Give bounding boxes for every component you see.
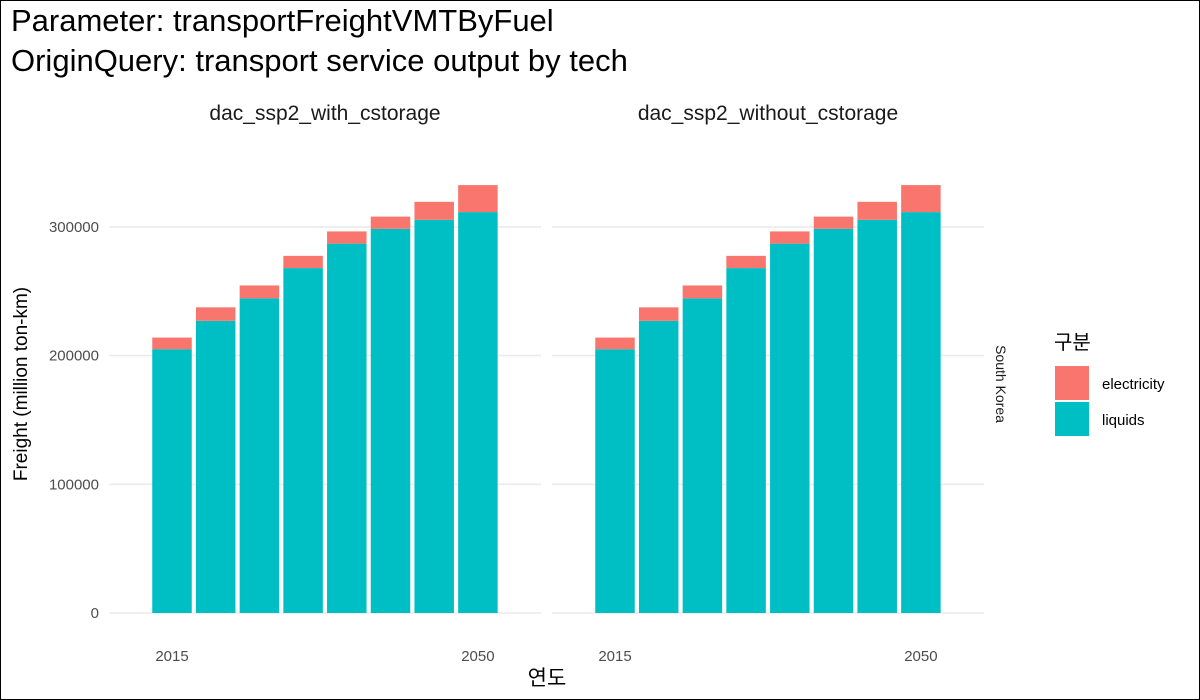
bar-segment-liquids: [152, 349, 192, 613]
chart-title: Parameter: transportFreightVMTByFuel: [11, 3, 554, 38]
bar-segment-liquids: [726, 268, 766, 613]
y-tick-label: 200000: [49, 348, 99, 365]
x-tick-label: 2050: [461, 648, 494, 665]
facet-panel: dac_ssp2_with_cstorage 2015 2050: [109, 102, 541, 665]
bar-segment-electricity: [283, 255, 323, 269]
y-axis-title: Freight (million ton-km): [11, 287, 32, 481]
x-tick-label: 2015: [598, 648, 631, 665]
legend: 구분 electricity liquids: [1054, 332, 1165, 436]
y-tick-label: 300000: [49, 219, 99, 236]
bar-segment-liquids: [195, 320, 236, 613]
facet-label: dac_ssp2_without_cstorage: [638, 102, 898, 125]
bar-segment-electricity: [770, 231, 810, 244]
x-tick-label: 2050: [904, 648, 937, 665]
facet-panel: dac_ssp2_without_cstorage 2015 2050: [552, 102, 984, 665]
bar-segment-liquids: [370, 228, 411, 613]
bar-segment-liquids: [638, 320, 679, 613]
row-strip-label: South Korea: [993, 345, 1009, 423]
bar-segment-liquids: [857, 219, 897, 613]
y-tick-label: 100000: [49, 476, 99, 493]
bar-segment-electricity: [458, 185, 498, 213]
bar-segment-electricity: [901, 185, 941, 213]
facet-label: dac_ssp2_with_cstorage: [209, 102, 440, 125]
bar-segment-liquids: [414, 219, 454, 613]
bar-segment-electricity: [638, 307, 679, 321]
bar-segment-electricity: [682, 285, 723, 299]
bar-segment-electricity: [152, 337, 192, 350]
legend-label-liquids: liquids: [1102, 412, 1145, 429]
legend-title: 구분: [1054, 332, 1091, 354]
x-axis-title: 연도: [528, 667, 567, 690]
legend-label-electricity: electricity: [1102, 376, 1165, 393]
bar-segment-liquids: [239, 298, 280, 613]
bar-segment-liquids: [901, 212, 941, 613]
bar-segment-liquids: [813, 228, 854, 613]
bar-segment-electricity: [195, 307, 236, 321]
bar-segment-electricity: [414, 201, 454, 220]
bar-segment-electricity: [857, 201, 897, 220]
bar-segment-liquids: [327, 243, 367, 613]
bar-segment-liquids: [458, 212, 498, 613]
chart-subtitle: OriginQuery: transport service output by…: [11, 43, 628, 78]
bar-segment-liquids: [595, 349, 635, 613]
y-axis: 0 100000 200000 300000: [49, 219, 99, 622]
bar-segment-liquids: [770, 243, 810, 613]
bar-segment-electricity: [813, 216, 854, 229]
legend-key-liquids: [1055, 402, 1089, 436]
bar-segment-electricity: [370, 216, 411, 229]
y-tick-label: 0: [91, 605, 99, 622]
legend-key-electricity: [1055, 366, 1089, 400]
bar-segment-liquids: [283, 268, 323, 613]
bar-segment-electricity: [239, 285, 280, 299]
bar-segment-liquids: [682, 298, 723, 613]
bar-segment-electricity: [327, 231, 367, 244]
bar-segment-electricity: [726, 255, 766, 269]
bar-segment-electricity: [595, 337, 635, 350]
x-tick-label: 2015: [155, 648, 188, 665]
